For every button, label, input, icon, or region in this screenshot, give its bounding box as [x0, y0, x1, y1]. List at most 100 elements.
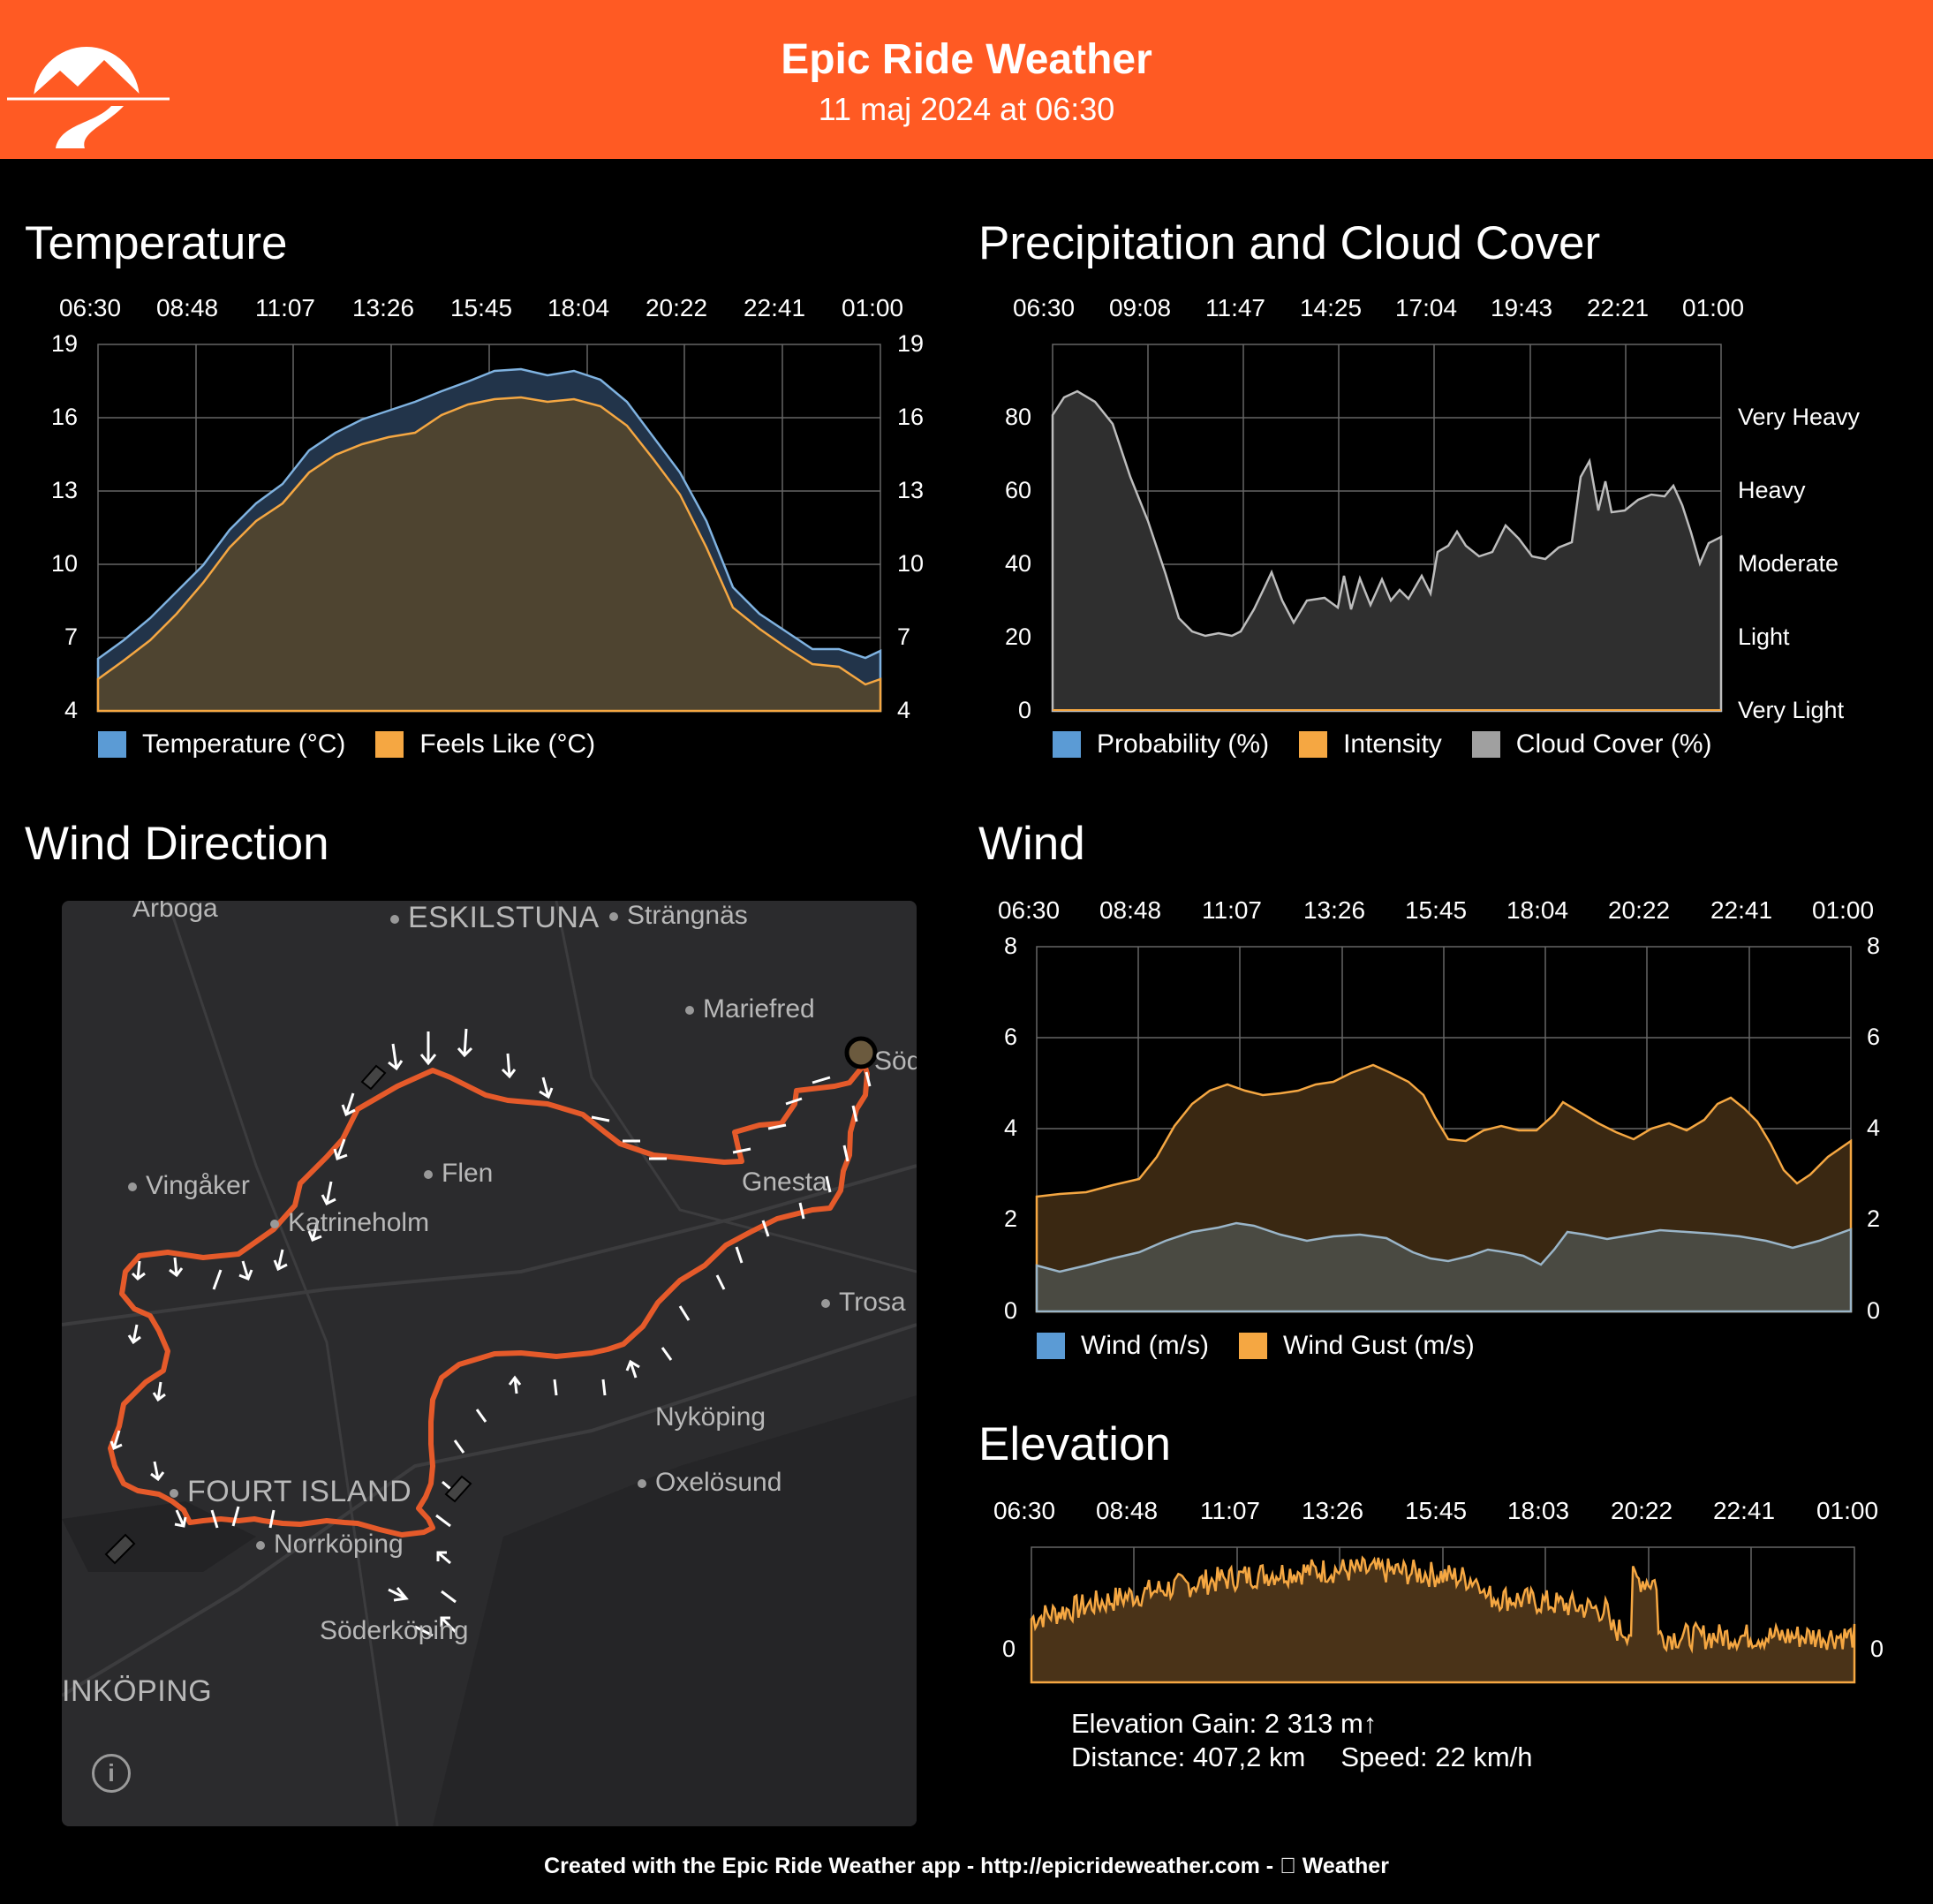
- x-tick: 18:04: [547, 294, 609, 321]
- map-label-linkoping: INKÖPING: [62, 1674, 213, 1708]
- wind-direction-title: Wind Direction: [25, 818, 329, 870]
- x-tick: 11:07: [1202, 896, 1262, 924]
- wind-y-ticks-left: 8 6 4 2 0: [1004, 933, 1017, 1324]
- map-label-norrkoping: Norrköping: [256, 1530, 404, 1560]
- y-tick: 13: [897, 477, 924, 503]
- precip-title: Precipitation and Cloud Cover: [978, 217, 1601, 269]
- app-header: Epic Ride Weather 11 maj 2024 at 06:30: [0, 0, 1933, 159]
- y-tick: 40: [1005, 550, 1031, 577]
- intensity-label: Moderate: [1738, 550, 1839, 577]
- ride-speed: Speed: 22 km/h: [1340, 1742, 1533, 1772]
- x-tick: 06:30: [998, 896, 1060, 924]
- x-tick: 22:41: [1710, 896, 1772, 924]
- footer-credit[interactable]: Created with the Epic Ride Weather app -…: [544, 1854, 1389, 1878]
- y-tick: 16: [51, 404, 78, 430]
- route-arrow-marker: [360, 1064, 387, 1091]
- y-tick: 16: [897, 404, 924, 430]
- wind-legend: Wind (m/s) Wind Gust (m/s): [1037, 1331, 1505, 1361]
- y-tick: 0: [1004, 1297, 1017, 1324]
- legend-item-wind[interactable]: Wind (m/s): [1037, 1331, 1209, 1361]
- y-tick: 6: [1004, 1024, 1017, 1050]
- y-tick: 2: [1867, 1205, 1880, 1232]
- map-label-fourt-island: FOURT ISLAND: [170, 1475, 412, 1509]
- map-label-nykoping: Nyköping: [655, 1402, 766, 1432]
- x-tick: 08:48: [1096, 1497, 1158, 1524]
- x-tick: 11:47: [1205, 294, 1265, 321]
- elevation-title: Elevation: [978, 1418, 1172, 1470]
- x-tick: 22:41: [744, 294, 805, 321]
- x-tick: 08:48: [1099, 896, 1161, 924]
- info-icon[interactable]: i: [92, 1754, 131, 1793]
- wind-x-ticks: 06:30 08:48 11:07 13:26 15:45 18:04 20:2…: [998, 896, 1874, 924]
- x-tick: 15:45: [1405, 896, 1467, 924]
- y-tick: 4: [1004, 1114, 1017, 1141]
- x-tick: 06:30: [1013, 294, 1075, 321]
- wind-direction-map[interactable]: Arboga ESKILSTUNA Strängnäs Mariefred Sö…: [62, 901, 917, 1826]
- route-arrow-marker: [104, 1533, 136, 1565]
- route-path: [108, 1052, 870, 1538]
- x-tick: 09:08: [1109, 294, 1171, 321]
- x-tick: 18:04: [1506, 896, 1568, 924]
- legend-item-probability[interactable]: Probability (%): [1053, 729, 1269, 759]
- map-label-strangnas: Strängnäs: [609, 901, 748, 931]
- y-tick: 8: [1867, 933, 1880, 959]
- x-tick: 06:30: [993, 1497, 1055, 1524]
- feels-like-series: [96, 396, 882, 713]
- app-title: Epic Ride Weather: [781, 36, 1152, 83]
- temperature-y-ticks-right: 19 16 13 10 7 4: [897, 330, 924, 723]
- x-tick: 22:21: [1587, 294, 1649, 321]
- legend-item-temperature[interactable]: Temperature (°C): [98, 729, 345, 759]
- precip-legend: Probability (%) Intensity Cloud Cover (%…: [1053, 729, 1742, 759]
- x-tick: 13:26: [1303, 896, 1365, 924]
- y-tick: 19: [51, 330, 78, 357]
- temperature-x-ticks: 06:30 08:48 11:07 13:26 15:45 18:04 20:2…: [59, 294, 903, 321]
- map-canvas: [62, 901, 917, 1826]
- elevation-series: [1030, 1555, 1856, 1684]
- y-tick: 7: [64, 623, 78, 650]
- y-tick: 0: [1018, 697, 1031, 723]
- precip-intensity-labels: Very Heavy Heavy Moderate Light Very Lig…: [1738, 404, 1861, 723]
- intensity-label: Heavy: [1738, 477, 1806, 503]
- ride-distance-speed: Distance: 407,2 km Speed: 22 km/h: [1071, 1742, 1533, 1773]
- map-label-flen: Flen: [424, 1159, 493, 1189]
- route-start-marker: [844, 1036, 878, 1069]
- legend-item-wind-gust[interactable]: Wind Gust (m/s): [1239, 1331, 1475, 1361]
- map-label-soderkoping: Söderköping: [320, 1616, 469, 1645]
- x-tick: 11:07: [1200, 1497, 1260, 1524]
- mountain-road-logo-icon: [7, 47, 170, 148]
- y-tick: 6: [1867, 1024, 1880, 1050]
- wind-series: [1035, 1221, 1853, 1313]
- map-label-sodertalje: Söde: [874, 1046, 917, 1076]
- x-tick: 14:25: [1300, 294, 1362, 321]
- x-tick: 11:07: [255, 294, 315, 321]
- precip-x-ticks: 06:30 09:08 11:47 14:25 17:04 19:43 22:2…: [1013, 294, 1744, 321]
- elevation-x-ticks: 06:30 08:48 11:07 13:26 15:45 18:03 20:2…: [993, 1497, 1878, 1524]
- legend-item-cloud-cover[interactable]: Cloud Cover (%): [1471, 729, 1712, 759]
- x-tick: 15:45: [1405, 1497, 1467, 1524]
- map-label-trosa: Trosa: [821, 1288, 906, 1318]
- x-tick: 13:26: [352, 294, 414, 321]
- map-label-arboga: Arboga: [132, 901, 218, 923]
- y-tick: 60: [1005, 477, 1031, 503]
- x-tick: 01:00: [842, 294, 903, 321]
- legend-item-feels-like[interactable]: Feels Like (°C): [375, 729, 595, 759]
- ride-distance: Distance: 407,2 km: [1071, 1742, 1306, 1772]
- legend-item-intensity[interactable]: Intensity: [1299, 729, 1442, 759]
- map-label-eskilstuna: ESKILSTUNA: [390, 901, 600, 935]
- map-label-vingaker: Vingåker: [128, 1171, 250, 1201]
- y-tick: 13: [51, 477, 78, 503]
- x-tick: 17:04: [1395, 294, 1457, 321]
- x-tick: 20:22: [646, 294, 707, 321]
- x-tick: 18:03: [1507, 1497, 1569, 1524]
- intensity-label: Very Light: [1738, 697, 1845, 723]
- route-arrow-marker: [444, 1475, 472, 1503]
- wind-y-ticks-right: 8 6 4 2 0: [1867, 933, 1880, 1324]
- elevation-gain: Elevation Gain: 2 313 m↑: [1071, 1708, 1378, 1739]
- intensity-label: Light: [1738, 623, 1790, 650]
- x-tick: 20:22: [1608, 896, 1670, 924]
- y-tick: 10: [51, 550, 78, 577]
- y-tick: 19: [897, 330, 924, 357]
- temperature-title: Temperature: [25, 217, 288, 269]
- precip-y-ticks: 80 60 40 20 0: [1005, 404, 1031, 723]
- y-tick: 2: [1004, 1205, 1017, 1232]
